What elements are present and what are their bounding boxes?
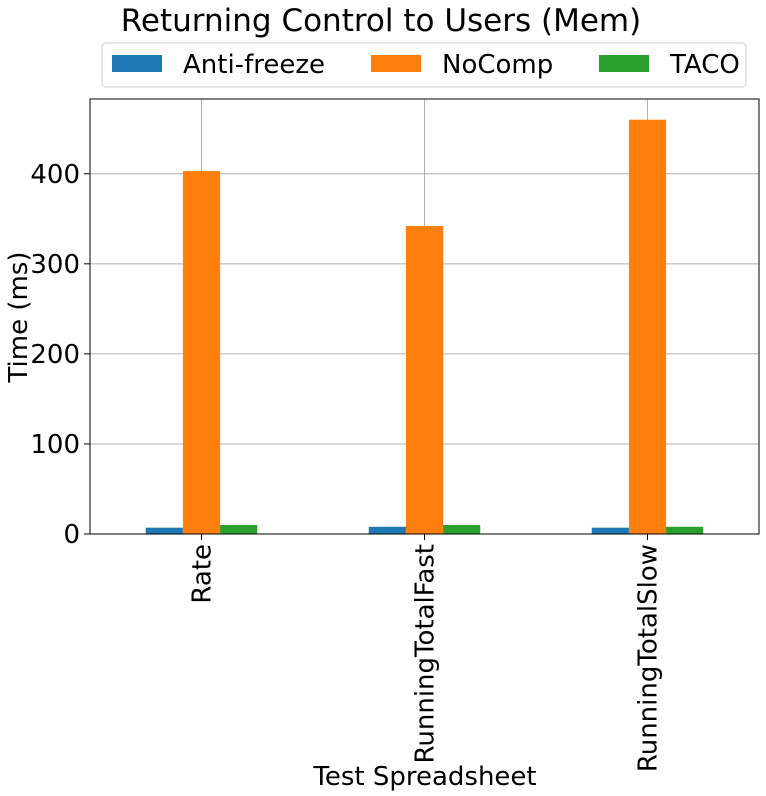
legend-swatch <box>371 55 421 72</box>
legend: Anti-freeze NoComp TACO <box>101 42 747 88</box>
legend-label: Anti-freeze <box>183 50 325 80</box>
bar-nocomp <box>628 119 667 534</box>
y-axis-label: Time (ms) <box>4 251 34 383</box>
chart-title: Returning Control to Users (Mem) <box>121 3 641 39</box>
bar-anti-freeze <box>368 526 406 534</box>
legend-label: NoComp <box>442 50 553 80</box>
y-tick-label: 300 <box>30 250 80 280</box>
legend-swatch <box>599 55 649 72</box>
x-tick-label: Rate <box>188 544 218 604</box>
bar-nocomp <box>182 171 221 534</box>
bar-taco <box>443 524 481 534</box>
bars <box>145 119 704 534</box>
y-tick-label: 200 <box>30 340 80 370</box>
bar-anti-freeze <box>591 527 629 534</box>
x-axis: Rate RunningTotalFast RunningTotalSlow <box>188 534 664 772</box>
legend-label: TACO <box>669 50 740 80</box>
bar-anti-freeze <box>145 527 183 534</box>
bar-taco <box>220 524 258 534</box>
x-tick-label: RunningTotalSlow <box>634 544 664 772</box>
bar-nocomp <box>405 225 444 534</box>
legend-frame <box>101 42 747 88</box>
y-axis: 0 100 200 300 400 <box>30 160 90 550</box>
y-tick-label: 100 <box>30 430 80 460</box>
y-tick-label: 0 <box>63 520 80 550</box>
x-axis-label: Test Spreadsheet <box>312 762 536 792</box>
bar-taco <box>666 526 704 534</box>
x-tick-label: RunningTotalFast <box>411 544 441 764</box>
y-tick-label: 400 <box>30 160 80 190</box>
legend-swatch <box>112 55 162 72</box>
